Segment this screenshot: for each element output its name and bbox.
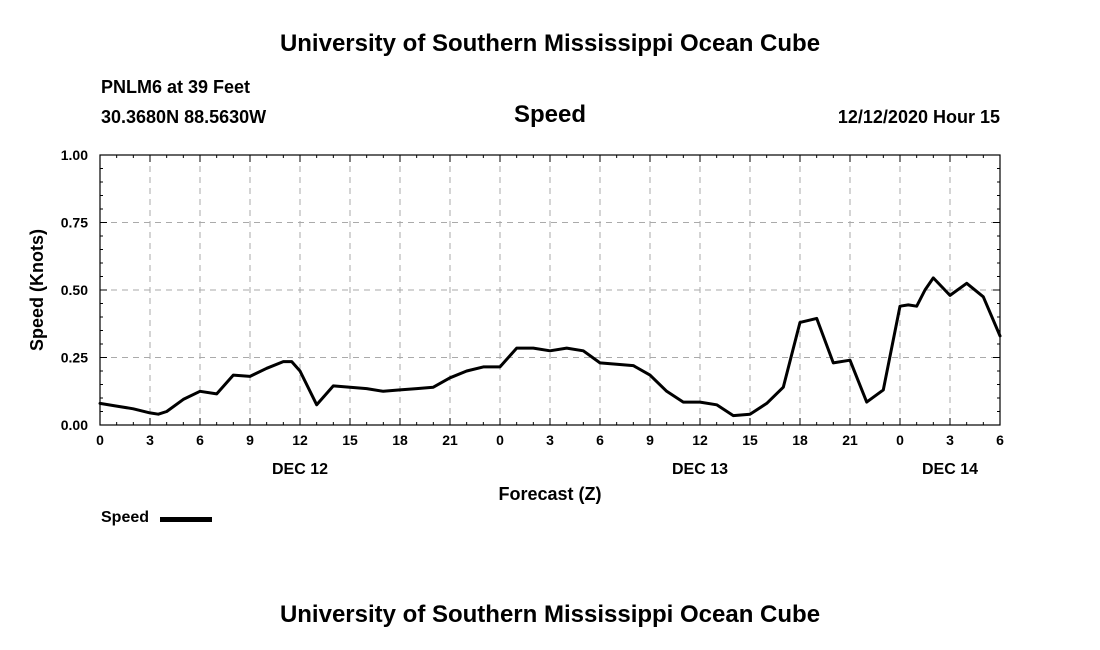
- x-tick-label: 6: [996, 432, 1004, 448]
- x-tick-label: 9: [646, 432, 654, 448]
- x-tick-label: 9: [246, 432, 254, 448]
- x-tick-label: 21: [842, 432, 858, 448]
- x-tick-label: 0: [96, 432, 104, 448]
- legend-swatch: [160, 517, 212, 522]
- date-label: DEC 13: [672, 461, 728, 478]
- x-tick-label: 18: [792, 432, 808, 448]
- station-label: PNLM6 at 39 Feet: [101, 77, 251, 97]
- x-tick-label: 6: [596, 432, 604, 448]
- x-tick-label: 15: [742, 432, 758, 448]
- x-tick-label: 6: [196, 432, 204, 448]
- x-tick-label: 0: [496, 432, 504, 448]
- axis-layer: [99, 154, 1001, 426]
- x-tick-label: 0: [896, 432, 904, 448]
- y-tick-label: 0.50: [61, 282, 88, 298]
- x-tick-label: 21: [442, 432, 458, 448]
- x-tick-label: 3: [146, 432, 154, 448]
- series-line-speed: [98, 276, 1002, 418]
- y-tick-label: 0.25: [61, 350, 88, 366]
- x-axis-label: Forecast (Z): [498, 484, 601, 504]
- legend-label: Speed: [101, 509, 150, 526]
- y-tick-label: 0.75: [61, 215, 88, 231]
- x-tick-label: 12: [292, 432, 308, 448]
- x-tick-label: 3: [546, 432, 554, 448]
- label-layer: 0 3 6 9 12 15 18 21 0 3 6 9 12 15 18 21 0 3 6 0.00 0.25 0.50 0…: [27, 147, 1004, 504]
- x-tick-label: 15: [342, 432, 358, 448]
- variable-title: Speed: [513, 101, 587, 128]
- y-axis-label: Speed (Knots): [27, 229, 47, 351]
- y-tick-label: 0.00: [61, 417, 88, 433]
- x-tick-label: 18: [392, 432, 408, 448]
- page-title-bottom: University of Southern Mississippi Ocean…: [279, 601, 821, 628]
- y-tick-label: 1.00: [61, 147, 88, 163]
- datetime-label: 12/12/2020 Hour 15: [837, 107, 1000, 127]
- series-layer: [98, 276, 1002, 418]
- date-label: DEC 12: [272, 461, 328, 478]
- x-tick-label: 12: [692, 432, 708, 448]
- date-label: DEC 14: [922, 461, 978, 478]
- grid-layer: [100, 155, 1000, 425]
- plot-frame: [99, 154, 1001, 426]
- coords-label: 30.3680N 88.5630W: [101, 107, 267, 127]
- x-tick-label: 3: [946, 432, 954, 448]
- page-title-top: University of Southern Mississippi Ocean…: [279, 30, 821, 57]
